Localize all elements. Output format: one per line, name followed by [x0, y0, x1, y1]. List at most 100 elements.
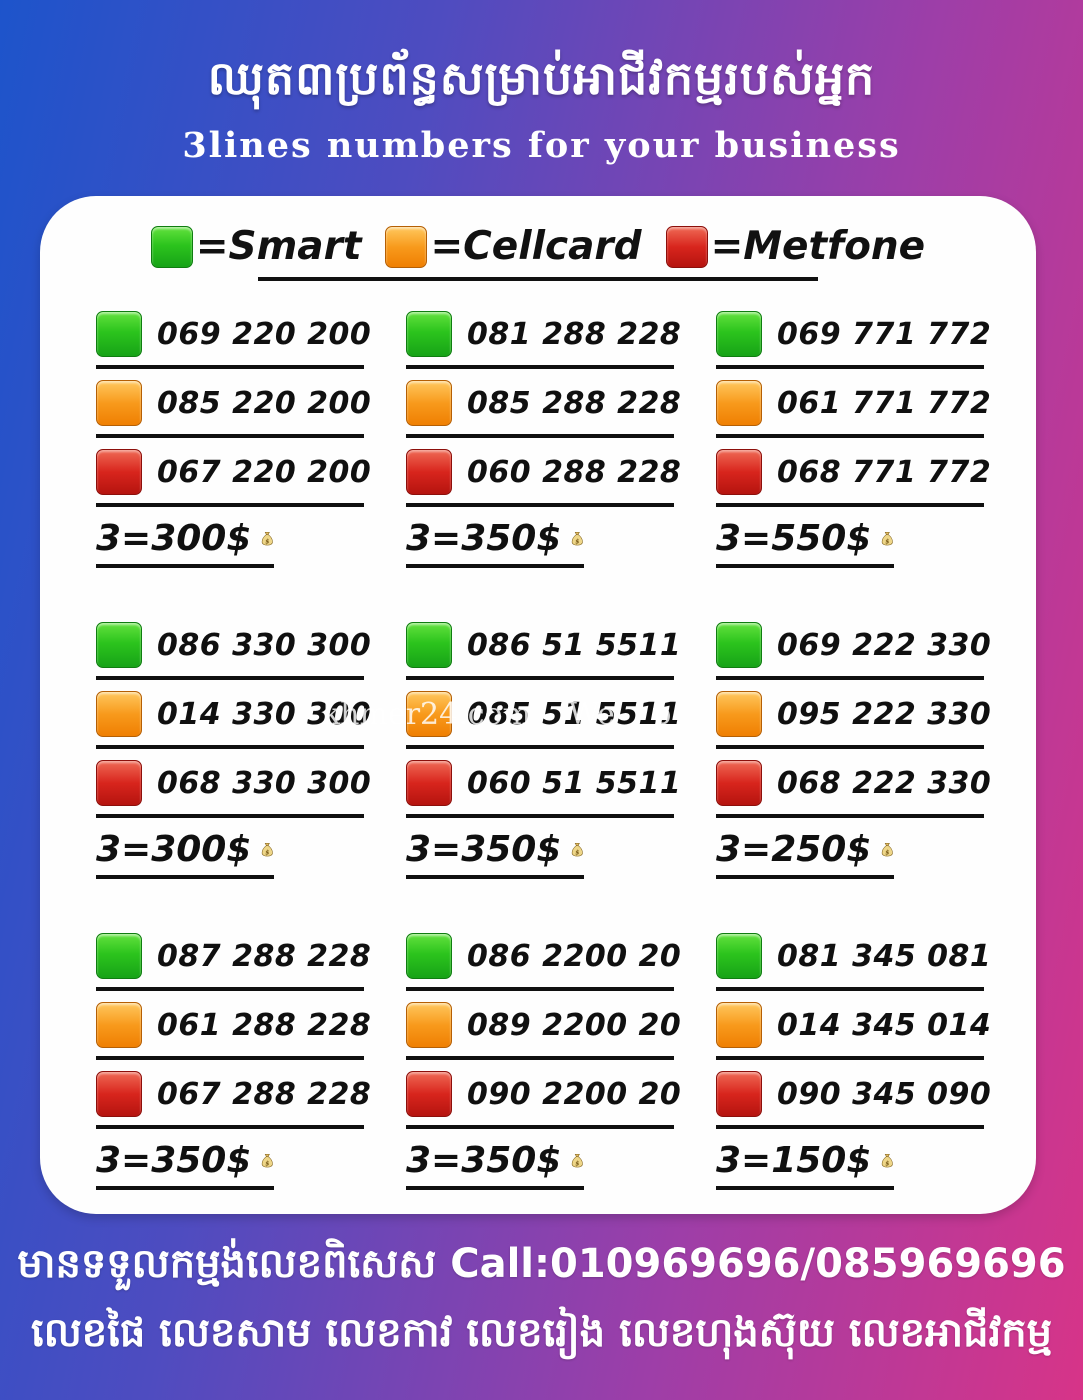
phone-number-row: 069 220 200 — [96, 311, 371, 369]
price-label: 3=150$ — [716, 1140, 872, 1181]
number-grid: 069 220 200 085 220 200 067 220 200 3=30… — [40, 281, 1036, 1190]
cellcard-color-swatch — [385, 225, 428, 268]
phone-number: 067 288 228 — [157, 1076, 372, 1112]
phone-number-row: 095 222 330 — [716, 691, 991, 749]
cellcard-chip — [406, 380, 452, 426]
number-block: 086 51 5511 085 51 5511 060 51 5511 3=35… — [406, 622, 681, 879]
poster-title-khmer: ឈុត៣ប្រព័ន្ធសម្រាប់អាជីវកម្មរបស់អ្នក — [207, 51, 876, 105]
phone-number: 090 2200 20 — [467, 1076, 682, 1112]
legend-label-metfone: =Metfone — [710, 224, 926, 269]
number-block: 087 288 228 061 288 228 067 288 228 3=35… — [96, 933, 371, 1190]
phone-number-row: 085 288 228 — [406, 380, 681, 438]
price-row: 3=350$ $ — [406, 1140, 584, 1190]
operator-legend: =Smart =Cellcard =Metfone — [40, 196, 1036, 269]
phone-number: 068 330 300 — [157, 765, 372, 801]
price-row: 3=300$ $ — [96, 518, 274, 568]
svg-text:$: $ — [576, 849, 580, 856]
number-block: 069 771 772 061 771 772 068 771 772 3=55… — [716, 311, 991, 568]
phone-number-row: 086 51 5511 — [406, 622, 681, 680]
phone-number-row: 067 220 200 — [96, 449, 371, 507]
phone-number-row: 085 51 5511 — [406, 691, 681, 749]
phone-number-row: 068 771 772 — [716, 449, 991, 507]
phone-number: 089 2200 20 — [467, 1007, 682, 1043]
metfone-chip — [716, 1071, 762, 1117]
phone-number-row: 067 288 228 — [96, 1071, 371, 1129]
phone-number: 085 220 200 — [157, 385, 372, 421]
phone-number: 060 288 228 — [467, 454, 682, 490]
phone-number: 014 345 014 — [777, 1007, 992, 1043]
metfone-color-swatch — [665, 225, 708, 268]
phone-number-row: 060 51 5511 — [406, 760, 681, 818]
phone-number: 068 222 330 — [777, 765, 992, 801]
phone-number-row: 081 288 228 — [406, 311, 681, 369]
phone-number: 061 771 772 — [777, 385, 992, 421]
phone-number: 069 771 772 — [777, 316, 992, 352]
number-block: 069 220 200 085 220 200 067 220 200 3=30… — [96, 311, 371, 568]
smart-chip — [716, 622, 762, 668]
phone-number-row: 081 345 081 — [716, 933, 991, 991]
phone-number-row: 086 330 300 — [96, 622, 371, 680]
metfone-chip — [716, 449, 762, 495]
phone-number-row: 090 2200 20 — [406, 1071, 681, 1129]
price-row: 3=550$ $ — [716, 518, 894, 568]
phone-number: 085 288 228 — [467, 385, 682, 421]
phone-number: 068 771 772 — [777, 454, 992, 490]
price-label: 3=550$ — [716, 518, 872, 559]
phone-number: 069 220 200 — [157, 316, 372, 352]
price-list-card: =Smart =Cellcard =Metfone 069 220 200 08… — [40, 196, 1036, 1214]
svg-text:$: $ — [886, 849, 890, 856]
svg-text:$: $ — [886, 1160, 890, 1167]
phone-number: 095 222 330 — [777, 696, 992, 732]
phone-number: 090 345 090 — [777, 1076, 992, 1112]
price-row: 3=350$ $ — [406, 829, 584, 879]
phone-number-row: 069 771 772 — [716, 311, 991, 369]
price-label: 3=350$ — [406, 829, 562, 870]
phone-number-row: 087 288 228 — [96, 933, 371, 991]
svg-text:$: $ — [886, 538, 890, 545]
metfone-chip — [96, 1071, 142, 1117]
footer-number-types-line: លេខផៃ លេខសាម លេខកាវ លេខរៀង លេខហុងស៊ុយ លេ… — [31, 1310, 1052, 1356]
cellcard-chip — [716, 691, 762, 737]
phone-number-row: 090 345 090 — [716, 1071, 991, 1129]
phone-number: 085 51 5511 — [467, 696, 682, 732]
money-bag-icon: $ — [262, 531, 274, 546]
svg-text:$: $ — [576, 538, 580, 545]
phone-number: 086 330 300 — [157, 627, 372, 663]
svg-text:$: $ — [576, 1160, 580, 1167]
phone-number: 086 51 5511 — [467, 627, 682, 663]
phone-number-row: 068 330 300 — [96, 760, 371, 818]
price-row: 3=350$ $ — [406, 518, 584, 568]
money-bag-icon: $ — [572, 842, 584, 857]
svg-text:$: $ — [266, 538, 270, 545]
price-label: 3=350$ — [406, 518, 562, 559]
number-block: 081 345 081 014 345 014 090 345 090 3=15… — [716, 933, 991, 1190]
money-bag-icon: $ — [572, 1153, 584, 1168]
phone-number: 061 288 228 — [157, 1007, 372, 1043]
smart-chip — [406, 311, 452, 357]
phone-number: 014 330 300 — [157, 696, 372, 732]
phone-number-row: 085 220 200 — [96, 380, 371, 438]
phone-number: 086 2200 20 — [467, 938, 682, 974]
phone-number: 081 288 228 — [467, 316, 682, 352]
metfone-chip — [96, 449, 142, 495]
price-label: 3=350$ — [406, 1140, 562, 1181]
metfone-chip — [406, 449, 452, 495]
phone-number-row: 086 2200 20 — [406, 933, 681, 991]
svg-text:$: $ — [266, 849, 270, 856]
price-label: 3=250$ — [716, 829, 872, 870]
smart-chip — [96, 622, 142, 668]
phone-number: 069 222 330 — [777, 627, 992, 663]
money-bag-icon: $ — [882, 531, 894, 546]
phone-number-row: 068 222 330 — [716, 760, 991, 818]
legend-item-metfone: =Metfone — [665, 224, 926, 269]
phone-number-row: 061 288 228 — [96, 1002, 371, 1060]
smart-chip — [716, 933, 762, 979]
number-block: 081 288 228 085 288 228 060 288 228 3=35… — [406, 311, 681, 568]
metfone-chip — [406, 760, 452, 806]
smart-color-swatch — [150, 225, 193, 268]
poster-header: ឈុត៣ប្រព័ន្ធសម្រាប់អាជីវកម្មរបស់អ្នក 3li… — [0, 0, 1083, 166]
legend-label-smart: =Smart — [195, 224, 362, 269]
smart-chip — [96, 933, 142, 979]
svg-text:$: $ — [266, 1160, 270, 1167]
phone-number-row: 089 2200 20 — [406, 1002, 681, 1060]
